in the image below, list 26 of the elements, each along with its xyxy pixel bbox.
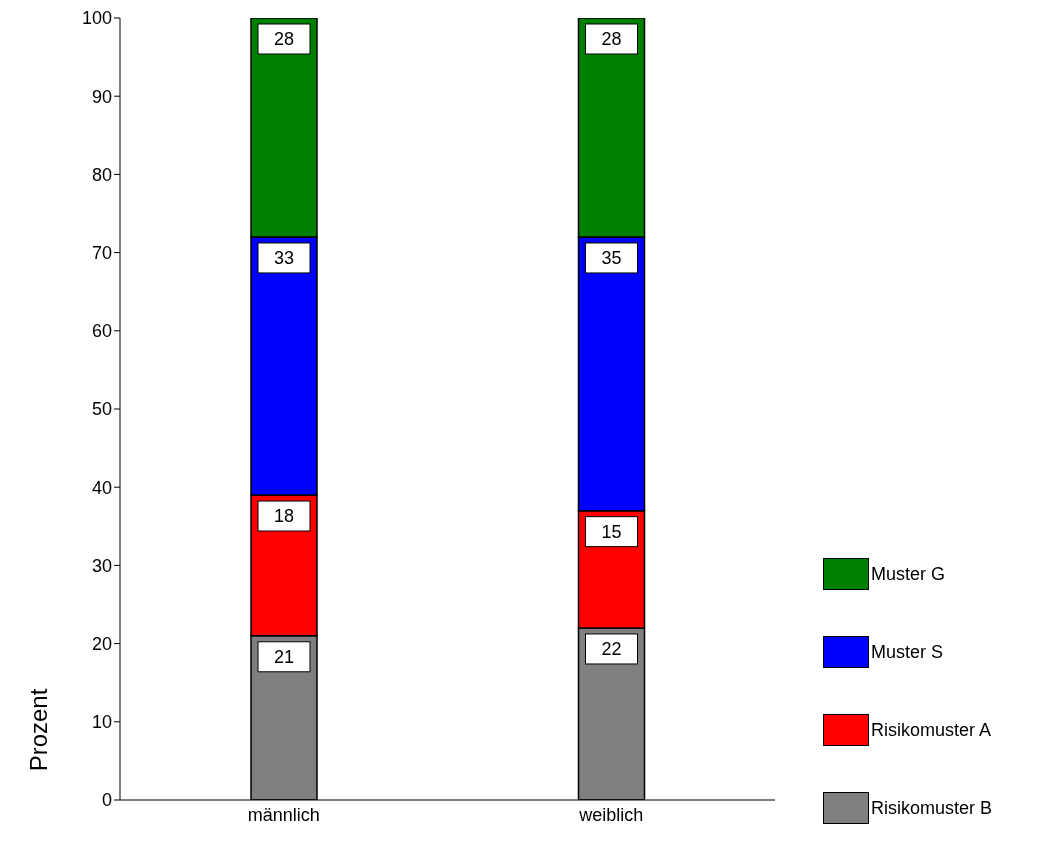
data-label: 28	[601, 29, 622, 49]
x-tick-label: männlich	[247, 804, 320, 825]
data-label: 28	[273, 29, 295, 49]
y-tick-label: 10	[91, 712, 112, 733]
x-tick-label: weiblich	[578, 804, 644, 825]
y-tick-label: 40	[91, 477, 112, 498]
legend-label: Risikomuster A	[871, 719, 992, 741]
data-label: 22	[601, 638, 622, 659]
y-tick-label: 80	[91, 164, 112, 185]
legend-label: Muster G	[871, 563, 946, 585]
data-label: 21	[273, 646, 295, 667]
y-tick-label: 0	[101, 790, 112, 811]
y-axis-title: Prozent	[24, 688, 52, 772]
legend-label: Risikomuster B	[871, 797, 993, 819]
y-tick-label: 70	[91, 242, 112, 263]
y-tick-label: 30	[91, 555, 112, 576]
legend-label: Muster S	[871, 641, 944, 663]
data-label: 33	[273, 247, 295, 268]
y-tick-label: 60	[91, 321, 112, 342]
data-label: 18	[273, 506, 295, 527]
data-label: 35	[601, 247, 622, 268]
y-tick-label: 50	[91, 399, 112, 420]
y-tick-label: 90	[91, 86, 112, 107]
y-tick-label: 20	[91, 633, 112, 654]
data-label: 15	[601, 521, 622, 542]
y-tick-label: 100	[81, 8, 112, 29]
